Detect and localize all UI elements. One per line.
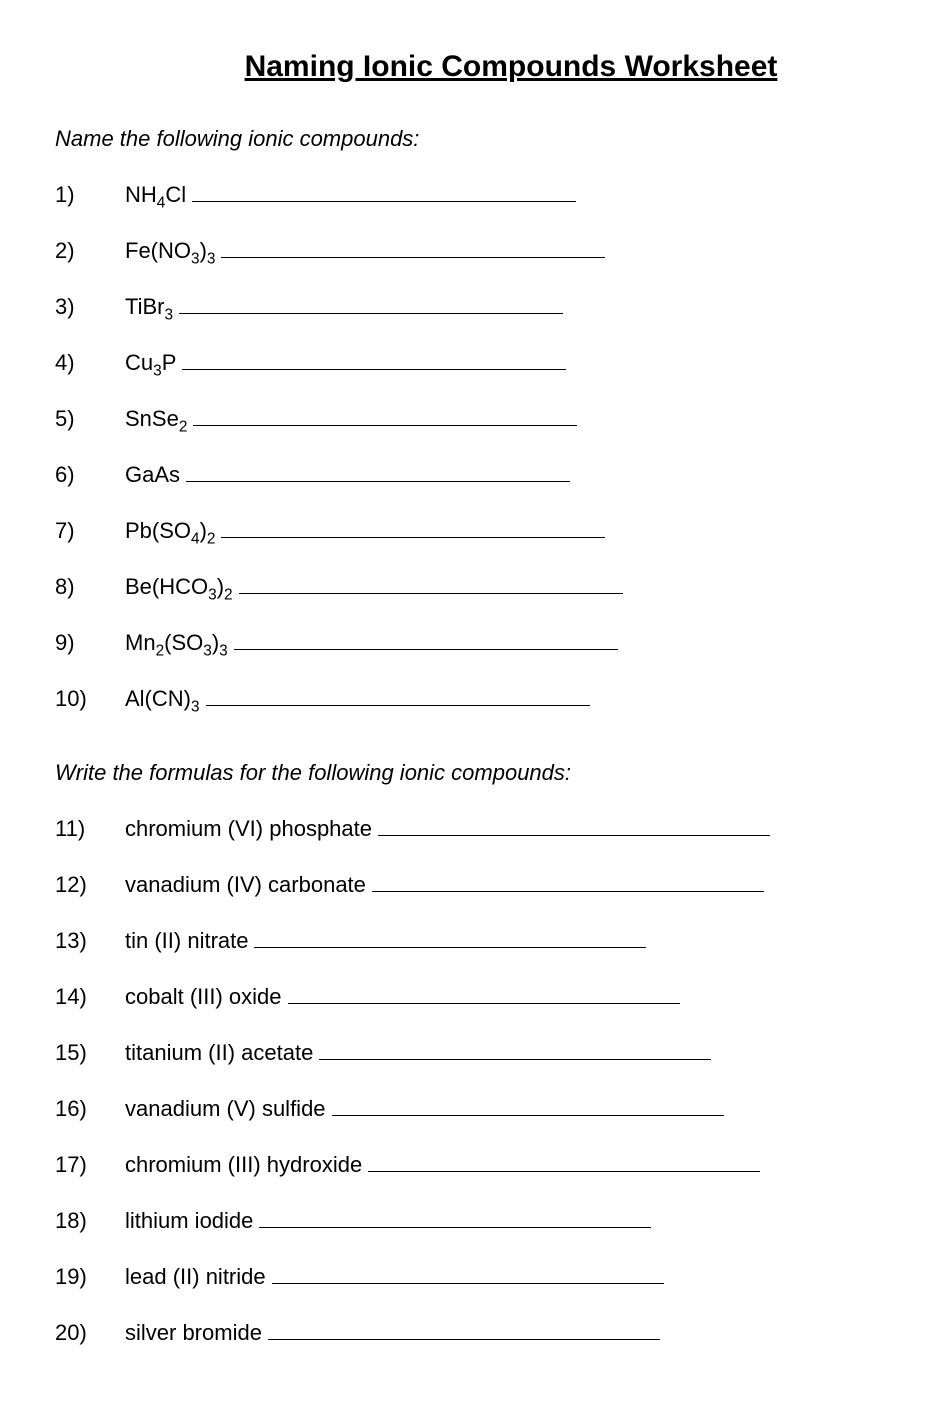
section2-heading: Write the formulas for the following ion… — [55, 760, 877, 786]
question-number: 7) — [55, 518, 125, 544]
question-number: 15) — [55, 1040, 125, 1066]
question-row: 4)Cu3P — [55, 350, 877, 376]
question-row: 3)TiBr3 — [55, 294, 877, 320]
answer-blank[interactable] — [239, 593, 623, 594]
question-number: 17) — [55, 1152, 125, 1178]
answer-blank[interactable] — [268, 1339, 660, 1340]
question-row: 2)Fe(NO3)3 — [55, 238, 877, 264]
question-number: 12) — [55, 872, 125, 898]
chemical-formula: NH4Cl — [125, 182, 186, 208]
answer-blank[interactable] — [372, 891, 764, 892]
question-number: 10) — [55, 686, 125, 712]
chemical-formula: Be(HCO3)2 — [125, 574, 233, 600]
question-row: 8)Be(HCO3)2 — [55, 574, 877, 600]
answer-blank[interactable] — [288, 1003, 680, 1004]
answer-blank[interactable] — [206, 705, 590, 706]
compound-name: titanium (II) acetate — [125, 1040, 313, 1066]
question-row: 13)tin (II) nitrate — [55, 928, 877, 954]
answer-blank[interactable] — [186, 481, 570, 482]
answer-blank[interactable] — [182, 369, 566, 370]
question-row: 14)cobalt (III) oxide — [55, 984, 877, 1010]
question-number: 4) — [55, 350, 125, 376]
question-row: 18)lithium iodide — [55, 1208, 877, 1234]
answer-blank[interactable] — [378, 835, 770, 836]
question-number: 9) — [55, 630, 125, 656]
question-number: 18) — [55, 1208, 125, 1234]
chemical-formula: TiBr3 — [125, 294, 173, 320]
question-number: 6) — [55, 462, 125, 488]
question-row: 17)chromium (III) hydroxide — [55, 1152, 877, 1178]
answer-blank[interactable] — [193, 425, 577, 426]
chemical-formula: SnSe2 — [125, 406, 187, 432]
question-row: 19)lead (II) nitride — [55, 1264, 877, 1290]
answer-blank[interactable] — [221, 537, 605, 538]
question-row: 6)GaAs — [55, 462, 877, 488]
question-row: 16)vanadium (V) sulfide — [55, 1096, 877, 1122]
question-row: 10)Al(CN)3 — [55, 686, 877, 712]
compound-name: tin (II) nitrate — [125, 928, 248, 954]
question-number: 20) — [55, 1320, 125, 1346]
chemical-formula: Pb(SO4)2 — [125, 518, 215, 544]
question-number: 16) — [55, 1096, 125, 1122]
answer-blank[interactable] — [272, 1283, 664, 1284]
answer-blank[interactable] — [179, 313, 563, 314]
question-number: 19) — [55, 1264, 125, 1290]
chemical-formula: GaAs — [125, 462, 180, 488]
question-number: 13) — [55, 928, 125, 954]
compound-name: lead (II) nitride — [125, 1264, 266, 1290]
question-row: 1)NH4Cl — [55, 182, 877, 208]
question-number: 8) — [55, 574, 125, 600]
compound-name: vanadium (V) sulfide — [125, 1096, 326, 1122]
question-number: 2) — [55, 238, 125, 264]
chemical-formula: Fe(NO3)3 — [125, 238, 215, 264]
chemical-formula: Mn2(SO3)3 — [125, 630, 228, 656]
chemical-formula: Cu3P — [125, 350, 176, 376]
compound-name: cobalt (III) oxide — [125, 984, 282, 1010]
section1-list: 1)NH4Cl 2)Fe(NO3)3 3)TiBr3 4)Cu3P 5)SnSe2 6)G… — [55, 182, 877, 712]
compound-name: chromium (III) hydroxide — [125, 1152, 362, 1178]
question-number: 11) — [55, 816, 125, 842]
answer-blank[interactable] — [332, 1115, 724, 1116]
answer-blank[interactable] — [234, 649, 618, 650]
answer-blank[interactable] — [254, 947, 646, 948]
compound-name: chromium (VI) phosphate — [125, 816, 372, 842]
compound-name: lithium iodide — [125, 1208, 253, 1234]
question-row: 7)Pb(SO4)2 — [55, 518, 877, 544]
answer-blank[interactable] — [368, 1171, 760, 1172]
answer-blank[interactable] — [192, 201, 576, 202]
answer-blank[interactable] — [259, 1227, 651, 1228]
compound-name: silver bromide — [125, 1320, 262, 1346]
question-row: 11)chromium (VI) phosphate — [55, 816, 877, 842]
question-row: 20)silver bromide — [55, 1320, 877, 1346]
worksheet-title: Naming Ionic Compounds Worksheet — [145, 50, 877, 84]
question-row: 9)Mn2(SO3)3 — [55, 630, 877, 656]
question-number: 5) — [55, 406, 125, 432]
chemical-formula: Al(CN)3 — [125, 686, 200, 712]
question-row: 15)titanium (II) acetate — [55, 1040, 877, 1066]
section1-heading: Name the following ionic compounds: — [55, 126, 877, 152]
answer-blank[interactable] — [221, 257, 605, 258]
section2-list: 11)chromium (VI) phosphate 12)vanadium (I… — [55, 816, 877, 1346]
question-number: 3) — [55, 294, 125, 320]
answer-blank[interactable] — [319, 1059, 711, 1060]
question-number: 1) — [55, 182, 125, 208]
compound-name: vanadium (IV) carbonate — [125, 872, 366, 898]
question-number: 14) — [55, 984, 125, 1010]
question-row: 5)SnSe2 — [55, 406, 877, 432]
question-row: 12)vanadium (IV) carbonate — [55, 872, 877, 898]
